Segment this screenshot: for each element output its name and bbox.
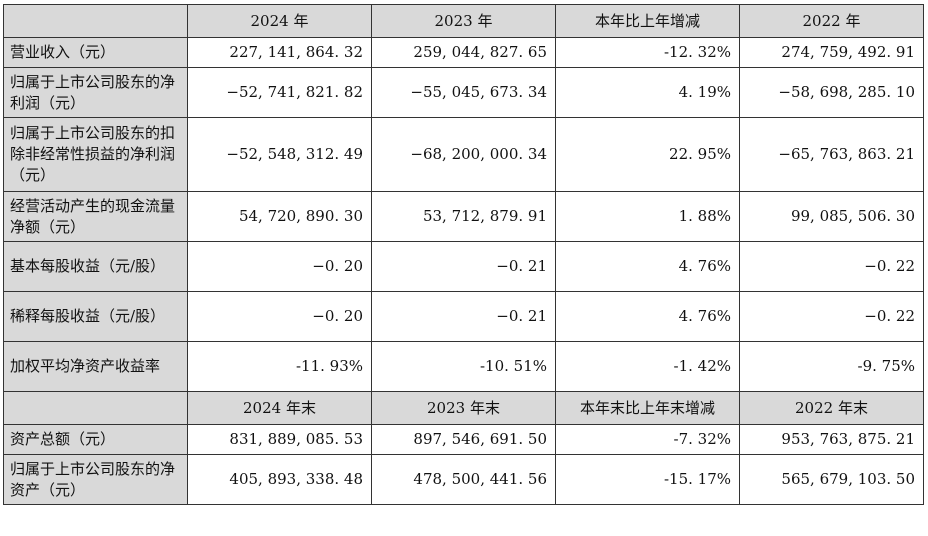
cell-2022: 99, 085, 506. 30 — [739, 191, 924, 242]
cell-2023: −55, 045, 673. 34 — [371, 67, 556, 118]
header-2022: 2022 年 — [739, 4, 924, 38]
cell-2022: -9. 75% — [739, 341, 924, 392]
cell-2024: −0. 20 — [187, 241, 372, 292]
cell-2023: −68, 200, 000. 34 — [371, 117, 556, 192]
header-blank-cell — [3, 391, 188, 425]
row-label: 经营活动产生的现金流量净额（元） — [3, 191, 188, 242]
table-row: 归属于上市公司股东的净利润（元） −52, 741, 821. 82 −55, … — [3, 67, 924, 118]
cell-change: 4. 76% — [555, 241, 740, 292]
header-2024: 2024 年 — [187, 4, 372, 38]
row-label: 基本每股收益（元/股） — [3, 241, 188, 292]
table-row: 营业收入（元） 227, 141, 864. 32 259, 044, 827.… — [3, 37, 924, 68]
header-row-annual: 2024 年 2023 年 本年比上年增减 2022 年 — [3, 4, 924, 38]
cell-2023-end: 478, 500, 441. 56 — [371, 454, 556, 505]
cell-2023: 53, 712, 879. 91 — [371, 191, 556, 242]
table-row: 资产总额（元） 831, 889, 085. 53 897, 546, 691.… — [3, 424, 924, 455]
table-row: 归属于上市公司股东的净资产（元） 405, 893, 338. 48 478, … — [3, 454, 924, 505]
cell-2023: −0. 21 — [371, 291, 556, 342]
header-yoy-change: 本年比上年增减 — [555, 4, 740, 38]
table-row: 基本每股收益（元/股） −0. 20 −0. 21 4. 76% −0. 22 — [3, 241, 924, 292]
cell-2024: −52, 741, 821. 82 — [187, 67, 372, 118]
row-label: 资产总额（元） — [3, 424, 188, 455]
cell-2024-end: 831, 889, 085. 53 — [187, 424, 372, 455]
row-label: 归属于上市公司股东的扣除非经常性损益的净利润（元） — [3, 117, 188, 192]
row-label: 稀释每股收益（元/股） — [3, 291, 188, 342]
header-2023: 2023 年 — [371, 4, 556, 38]
cell-change: 4. 19% — [555, 67, 740, 118]
cell-2023: -10. 51% — [371, 341, 556, 392]
cell-2022: −58, 698, 285. 10 — [739, 67, 924, 118]
header-year-end-change: 本年末比上年末增减 — [555, 391, 740, 425]
cell-2022-end: 953, 763, 875. 21 — [739, 424, 924, 455]
row-label: 归属于上市公司股东的净资产（元） — [3, 454, 188, 505]
header-2024-end: 2024 年末 — [187, 391, 372, 425]
row-label: 加权平均净资产收益率 — [3, 341, 188, 392]
row-label: 营业收入（元） — [3, 37, 188, 68]
cell-2024: −52, 548, 312. 49 — [187, 117, 372, 192]
table-row: 归属于上市公司股东的扣除非经常性损益的净利润（元） −52, 548, 312.… — [3, 117, 924, 192]
table-row: 经营活动产生的现金流量净额（元） 54, 720, 890. 30 53, 71… — [3, 191, 924, 242]
cell-change: -1. 42% — [555, 341, 740, 392]
cell-change: 1. 88% — [555, 191, 740, 242]
cell-change: 4. 76% — [555, 291, 740, 342]
cell-2022: −65, 763, 863. 21 — [739, 117, 924, 192]
cell-2024-end: 405, 893, 338. 48 — [187, 454, 372, 505]
header-row-year-end: 2024 年末 2023 年末 本年末比上年末增减 2022 年末 — [3, 391, 924, 425]
cell-2024: −0. 20 — [187, 291, 372, 342]
cell-change: -7. 32% — [555, 424, 740, 455]
header-2022-end: 2022 年末 — [739, 391, 924, 425]
cell-2023: −0. 21 — [371, 241, 556, 292]
header-2023-end: 2023 年末 — [371, 391, 556, 425]
cell-2024: -11. 93% — [187, 341, 372, 392]
cell-2023-end: 897, 546, 691. 50 — [371, 424, 556, 455]
cell-change: -15. 17% — [555, 454, 740, 505]
cell-2022: −0. 22 — [739, 241, 924, 292]
cell-2024: 54, 720, 890. 30 — [187, 191, 372, 242]
row-label: 归属于上市公司股东的净利润（元） — [3, 67, 188, 118]
key-financial-indicators-table: 2024 年 2023 年 本年比上年增减 2022 年 营业收入（元） 227… — [3, 4, 924, 505]
cell-2023: 259, 044, 827. 65 — [371, 37, 556, 68]
cell-2022: −0. 22 — [739, 291, 924, 342]
cell-change: 22. 95% — [555, 117, 740, 192]
cell-2022-end: 565, 679, 103. 50 — [739, 454, 924, 505]
cell-2022: 274, 759, 492. 91 — [739, 37, 924, 68]
cell-change: -12. 32% — [555, 37, 740, 68]
cell-2024: 227, 141, 864. 32 — [187, 37, 372, 68]
financial-table-container: 2024 年 2023 年 本年比上年增减 2022 年 营业收入（元） 227… — [3, 4, 924, 505]
table-row: 加权平均净资产收益率 -11. 93% -10. 51% -1. 42% -9.… — [3, 341, 924, 392]
header-blank-cell — [3, 4, 188, 38]
table-row: 稀释每股收益（元/股） −0. 20 −0. 21 4. 76% −0. 22 — [3, 291, 924, 342]
